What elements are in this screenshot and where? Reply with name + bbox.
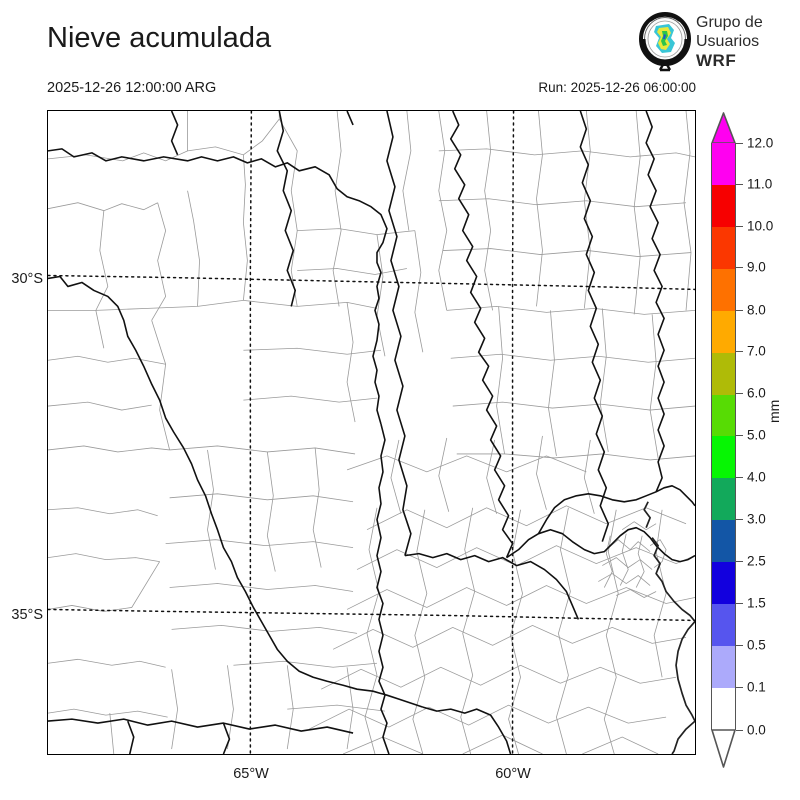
colorbar-band — [712, 436, 735, 479]
colorbar-tick-label: 3.0 — [747, 511, 766, 527]
grupo-usuarios-wrf-logo: Grupo de Usuarios WRF — [638, 12, 790, 74]
colorbar-tick — [736, 561, 743, 562]
colorbar-band — [712, 687, 735, 730]
colorbar-over-arrow — [711, 112, 736, 144]
department-boundaries-central — [165, 111, 424, 750]
colorbar-tick — [736, 351, 743, 352]
colorbar-tick-label: 5.0 — [747, 427, 766, 443]
run-time-label: Run: 2025-12-26 06:00:00 — [538, 80, 696, 95]
map-background — [48, 111, 695, 754]
colorbar-band — [712, 352, 735, 395]
longitude-line-65W — [249, 111, 253, 754]
colorbar-tick-label: 4.0 — [747, 469, 766, 485]
colorbar-tick — [736, 519, 743, 520]
colorbar-band — [712, 184, 735, 227]
colorbar-tick-label: 10.0 — [747, 218, 774, 234]
coastline — [643, 501, 695, 754]
map-canvas — [48, 111, 695, 754]
colorbar-band — [712, 310, 735, 353]
logo-line-3: WRF — [696, 51, 737, 70]
lon-label-60W: 60°W — [495, 766, 531, 782]
colorbar-tick — [736, 435, 743, 436]
colorbar-tick-label: 7.0 — [747, 343, 766, 359]
department-boundaries-buenosaires — [309, 435, 695, 754]
colorbar-tick — [736, 645, 743, 646]
latitude-line-35S — [48, 608, 695, 622]
colorbar-tick — [736, 730, 743, 731]
colorbar-tick — [736, 226, 743, 227]
logo-text-block: Grupo de Usuarios WRF — [696, 13, 763, 70]
colorbar-tick-label: 2.5 — [747, 553, 766, 569]
colorbar-tick-label: 0.5 — [747, 637, 766, 653]
colorbar-band — [712, 226, 735, 269]
colorbar-under-arrow — [711, 729, 736, 768]
latitude-line-30S — [48, 274, 695, 291]
colorbar-tick-label: 12.0 — [747, 135, 774, 151]
colorbar-band — [712, 478, 735, 521]
colorbar-band — [712, 562, 735, 605]
colorbar-band — [712, 646, 735, 688]
colorbar-tick-label: 8.0 — [747, 302, 766, 318]
colorbar-tick — [736, 184, 743, 185]
colorbar-tick — [736, 687, 743, 688]
colorbar-bands[interactable] — [711, 143, 736, 730]
colorbar-band — [712, 143, 735, 185]
colorbar-unit-label: mm — [766, 399, 782, 423]
lon-label-65W: 65°W — [233, 766, 269, 782]
valid-time-label: 2025-12-26 12:00:00 ARG — [47, 80, 217, 96]
graticule — [48, 111, 695, 754]
colorbar-band — [712, 394, 735, 437]
colorbar-tick-label: 0.0 — [747, 722, 766, 738]
colorbar-tick — [736, 267, 743, 268]
colorbar-tick — [736, 477, 743, 478]
colorbar-band — [712, 268, 735, 311]
colorbar-tick — [736, 393, 743, 394]
colorbar-tick-label: 1.5 — [747, 595, 766, 611]
colorbar-tick-label: 0.1 — [747, 679, 766, 695]
colorbar-tick-label: 9.0 — [747, 259, 766, 275]
colorbar-tick — [736, 603, 743, 604]
logo-line-2: Usuarios — [696, 33, 760, 50]
department-boundaries — [48, 111, 280, 754]
colorbar-tick-label: 11.0 — [747, 176, 773, 192]
globe-emblem-icon — [639, 12, 691, 72]
province-boundaries — [48, 111, 695, 754]
department-boundaries-northeast — [438, 111, 695, 461]
colorbar-tick — [736, 310, 743, 311]
colorbar-tick — [736, 143, 743, 144]
logo-line-1: Grupo de — [696, 14, 763, 31]
colorbar-tick-label: 6.0 — [747, 385, 766, 401]
lat-label-35S: 35°S — [11, 607, 43, 623]
colorbar-band — [712, 520, 735, 563]
colorbar-band — [712, 604, 735, 647]
colorbar[interactable]: 12.0 11.0 10.0 9.0 8.0 7.0 6.0 5.0 4.0 3.0 2.5 1.5 0… — [711, 112, 773, 768]
lat-label-30S: 30°S — [11, 271, 43, 287]
map-panel[interactable] — [47, 110, 696, 755]
longitude-line-60W — [511, 111, 515, 754]
page-title: Nieve acumulada — [47, 22, 272, 54]
